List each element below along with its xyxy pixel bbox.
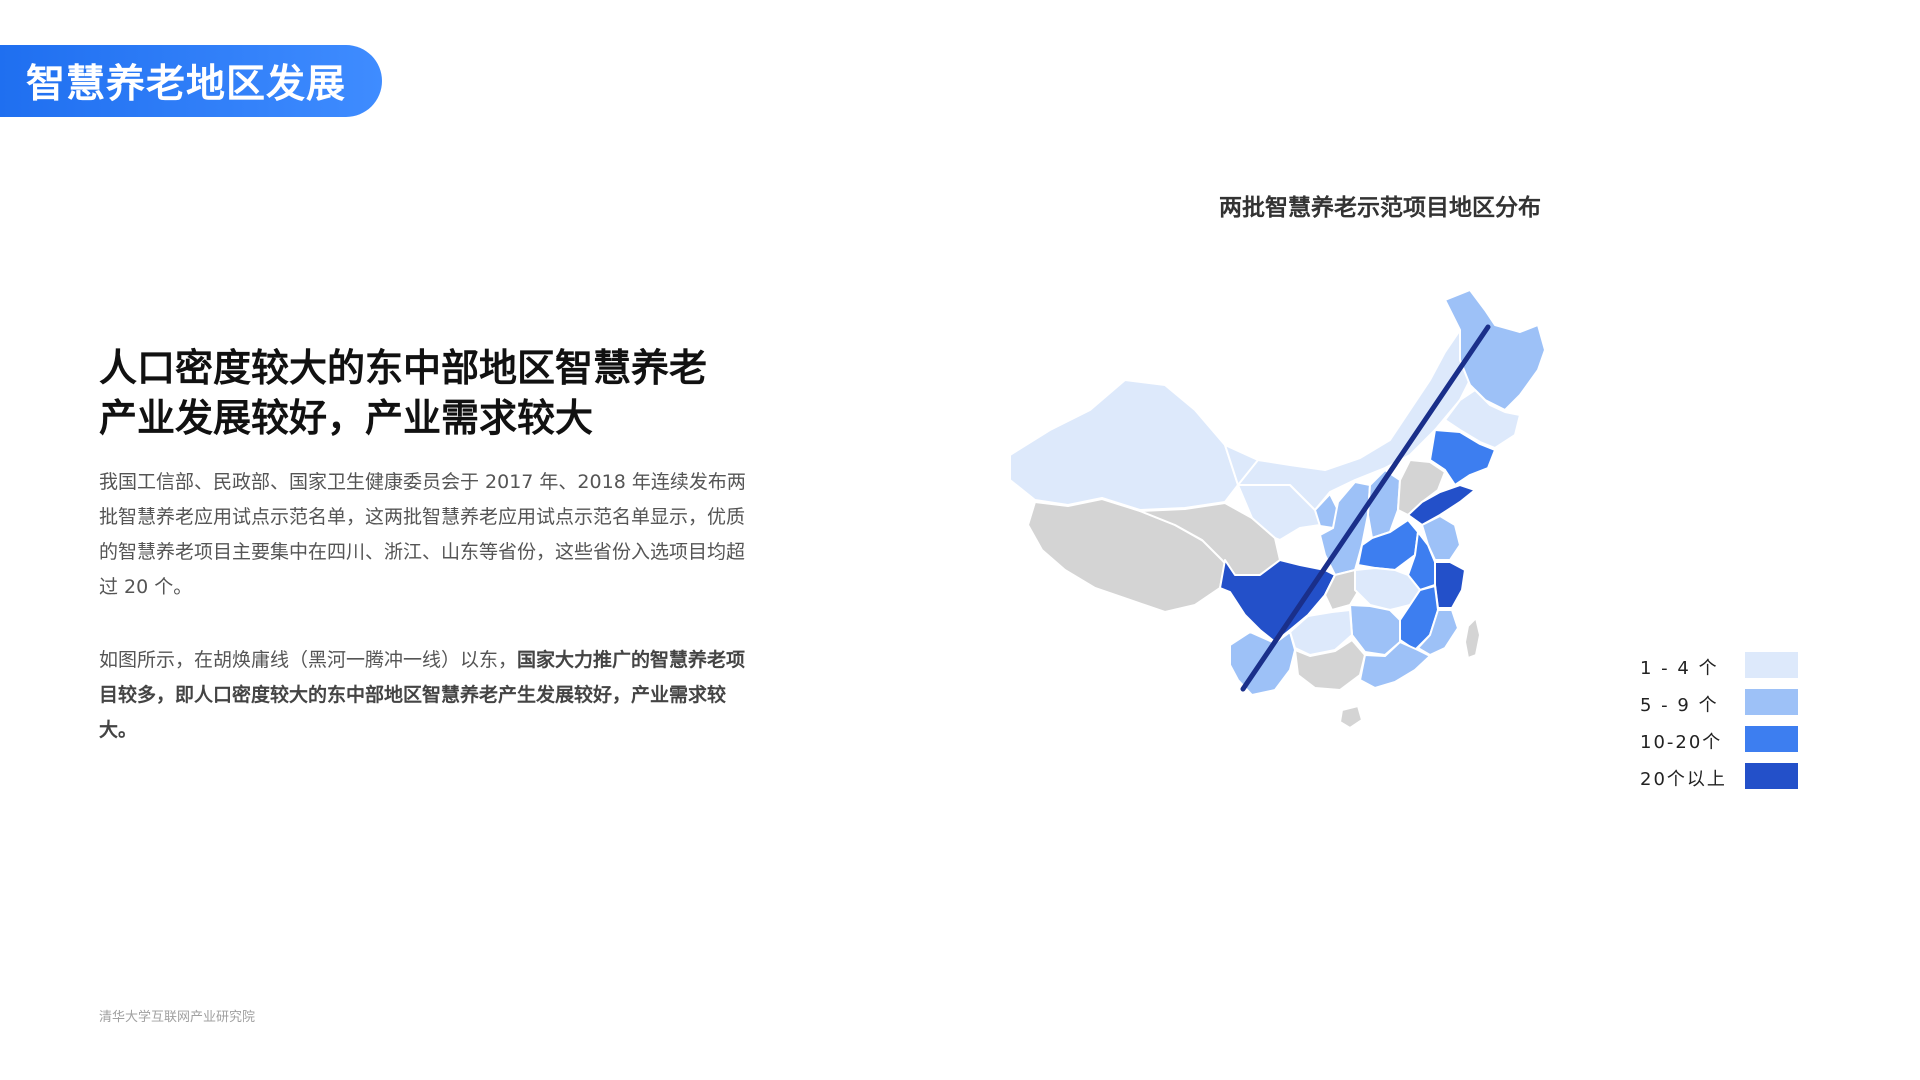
region-taiwan — [1464, 617, 1481, 659]
region-guizhou — [1289, 609, 1353, 656]
region-sichuan — [1219, 559, 1336, 643]
china-choropleth-map — [1009, 289, 1546, 729]
body-paragraph-2: 如图所示，在胡焕庸线（黑河一腾冲一线）以东，国家大力推广的智慧养老项目较多，即人… — [99, 643, 759, 748]
map-regions — [1009, 289, 1546, 729]
region-hebei — [1397, 459, 1446, 516]
hu-huanyong-line — [1240, 324, 1491, 692]
region-hainan — [1339, 705, 1363, 729]
map-title: 两批智慧养老示范项目地区分布 — [1219, 195, 1541, 221]
paragraph-2-bold-text: 国家大力推广的智慧养老项目较多，即人口密度较大的东中部地区智慧养老产生发展较好，… — [99, 649, 746, 741]
legend-item: 10-20个 — [1640, 726, 1805, 763]
legend-swatch — [1745, 763, 1798, 789]
region-tibet — [1027, 498, 1226, 613]
legend-label: 20个以上 — [1640, 769, 1727, 790]
headline-line-1: 人口密度较大的东中部地区智慧养老 — [99, 346, 708, 390]
headline: 人口密度较大的东中部地区智慧养老 产业发展较好，产业需求较大 — [99, 343, 759, 443]
legend-item: 5 - 9 个 — [1640, 689, 1805, 726]
region-jilin — [1444, 389, 1521, 449]
paragraph-2-normal-text: 如图所示，在胡焕庸线（黑河一腾冲一线）以东， — [99, 649, 518, 671]
legend-label: 10-20个 — [1640, 732, 1723, 753]
region-fujian — [1417, 609, 1459, 656]
legend-item: 20个以上 — [1640, 763, 1805, 800]
section-header-tab: 智慧养老地区发展 — [0, 45, 382, 117]
legend-item: 1 - 4 个 — [1640, 652, 1805, 689]
legend-swatch — [1745, 726, 1798, 752]
map-legend: 1 - 4 个 5 - 9 个 10-20个 20个以上 — [1640, 652, 1805, 800]
legend-label: 1 - 4 个 — [1640, 658, 1719, 679]
legend-swatch — [1745, 652, 1798, 678]
region-zhejiang — [1434, 561, 1466, 609]
section-title: 智慧养老地区发展 — [26, 62, 347, 107]
legend-label: 5 - 9 个 — [1640, 695, 1719, 716]
region-guangdong — [1359, 641, 1431, 689]
legend-swatch — [1745, 689, 1798, 715]
region-heilongjiang — [1444, 289, 1546, 411]
region-xinjiang — [1009, 379, 1239, 511]
source-footer: 清华大学互联网产业研究院 — [99, 1010, 256, 1025]
body-paragraph-1: 我国工信部、民政部、国家卫生健康委员会于 2017 年、2018 年连续发布两批… — [99, 471, 746, 598]
headline-line-2: 产业发展较好，产业需求较大 — [99, 396, 594, 440]
region-liaoning — [1429, 429, 1496, 486]
